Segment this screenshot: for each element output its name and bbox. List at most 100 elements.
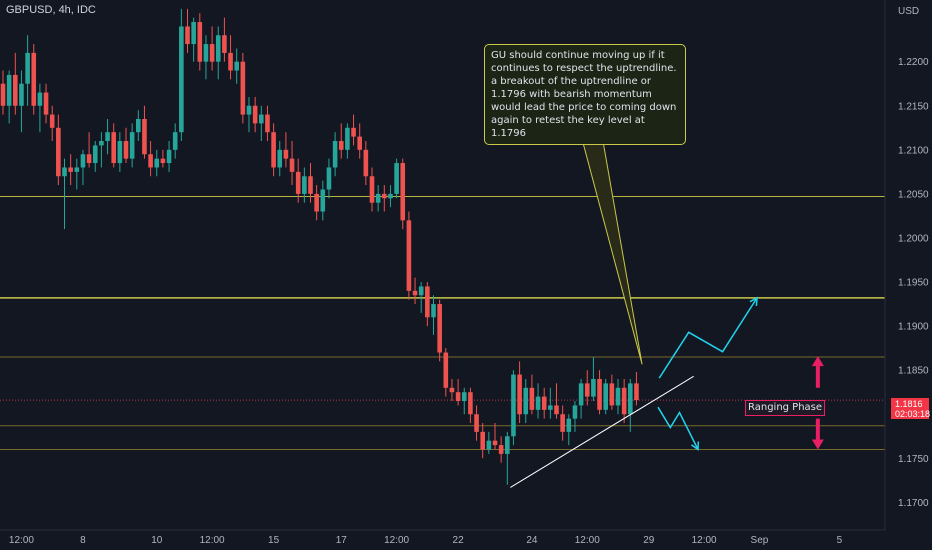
candle-body: [295, 171, 301, 194]
candle-body: [554, 405, 559, 415]
candle-body: [406, 220, 412, 291]
candle-body: [486, 440, 492, 450]
candle-body: [425, 286, 430, 318]
candle-body: [375, 193, 381, 203]
candle-body: [461, 392, 467, 402]
candle-body: [578, 383, 584, 406]
candle-body: [123, 141, 129, 159]
y-tick-label: 1.2050: [898, 189, 929, 200]
candle-body: [62, 167, 67, 177]
candle-body: [474, 414, 479, 432]
candle-body: [369, 176, 375, 203]
candle-body: [197, 22, 203, 62]
candle-body: [31, 52, 37, 106]
candle-body: [308, 176, 313, 194]
candle-body: [172, 132, 178, 150]
candle-body: [179, 26, 184, 133]
candle-body: [517, 374, 522, 415]
candle-body: [74, 167, 80, 172]
candle-body: [480, 431, 485, 450]
candle-body: [449, 387, 455, 393]
candle-body: [234, 61, 239, 71]
candle-body: [351, 127, 356, 137]
range-arrow-head-down: [811, 439, 824, 450]
candle-body: [265, 114, 270, 133]
candle-body: [105, 132, 110, 142]
candle-body: [129, 132, 135, 159]
x-tick-label: Sep: [751, 535, 769, 546]
current-price-value: 1.1816: [895, 399, 923, 409]
candle-body: [345, 127, 350, 150]
candle-body: [382, 193, 387, 199]
candle-body: [584, 383, 590, 397]
candle-body: [548, 405, 553, 410]
bar-countdown: 02:03:18: [895, 409, 931, 419]
candle-body: [154, 158, 160, 168]
horizontal-levels: [0, 196, 885, 450]
x-tick-label: 15: [268, 535, 280, 546]
candle-body: [191, 22, 196, 45]
candle-body: [400, 163, 406, 221]
candle-body: [56, 127, 61, 177]
y-tick-label: 1.2100: [898, 145, 929, 156]
candle-body: [136, 118, 141, 133]
candles: [0, 8, 639, 485]
ranging-phase-label[interactable]: Ranging Phase: [745, 400, 826, 416]
symbol-title[interactable]: GBPUSD, 4h, IDC: [6, 4, 96, 16]
candle-body: [541, 396, 547, 410]
candle-body: [621, 387, 627, 415]
candle-body: [117, 141, 123, 164]
candle-body: [455, 392, 461, 402]
candle-body: [302, 176, 307, 194]
callout-pointer: [577, 123, 643, 365]
annotation-callout[interactable]: GU should continue moving up if it conti…: [484, 44, 686, 145]
candle-body: [363, 149, 369, 177]
x-tick-label: 29: [643, 535, 655, 546]
x-tick-label: 17: [336, 535, 348, 546]
candle-body: [535, 396, 541, 410]
candle-body: [505, 436, 510, 454]
candle-body: [320, 189, 326, 212]
x-tick-label: 5: [837, 535, 843, 546]
candle-body: [19, 83, 24, 106]
candle-body: [0, 83, 6, 106]
candle-body: [603, 383, 608, 410]
x-tick-label: 24: [526, 535, 538, 546]
candle-body: [166, 149, 172, 164]
projection-down-arrow: [657, 406, 699, 450]
y-tick-label: 1.1950: [898, 278, 929, 289]
candle-body: [523, 387, 529, 415]
y-tick-label: 1.1900: [898, 322, 929, 333]
candle-body: [209, 44, 215, 62]
candle-body: [228, 52, 233, 71]
range-arrow-shaft-up: [815, 366, 820, 388]
candle-body: [49, 114, 55, 128]
candle-body: [609, 383, 615, 406]
drawn-lines: [510, 123, 824, 488]
candle-body: [259, 114, 264, 124]
candle-body: [468, 392, 473, 415]
x-tick-label: 8: [80, 535, 86, 546]
candle-body: [92, 145, 98, 164]
candle-body: [185, 26, 190, 45]
candle-body: [13, 74, 18, 106]
current-price-tag: 1.1816 02:03:18: [891, 398, 931, 419]
candle-body: [597, 378, 602, 410]
candle-body: [80, 154, 86, 168]
candle-body: [511, 374, 516, 437]
candle-body: [252, 105, 258, 124]
candle-body: [492, 440, 498, 446]
y-tick-label: 1.1850: [898, 366, 929, 377]
x-tick-label: 10: [151, 535, 163, 546]
candle-body: [203, 44, 209, 62]
candle-body: [591, 378, 596, 397]
candle-body: [246, 105, 252, 115]
candle-body: [86, 154, 92, 164]
y-tick-label: 1.2150: [898, 101, 929, 112]
projection-up-arrow-head: [749, 296, 758, 306]
candle-body: [326, 167, 332, 190]
candle-body: [142, 118, 147, 155]
range-arrow-head-up: [811, 356, 824, 367]
candle-body: [25, 52, 30, 84]
